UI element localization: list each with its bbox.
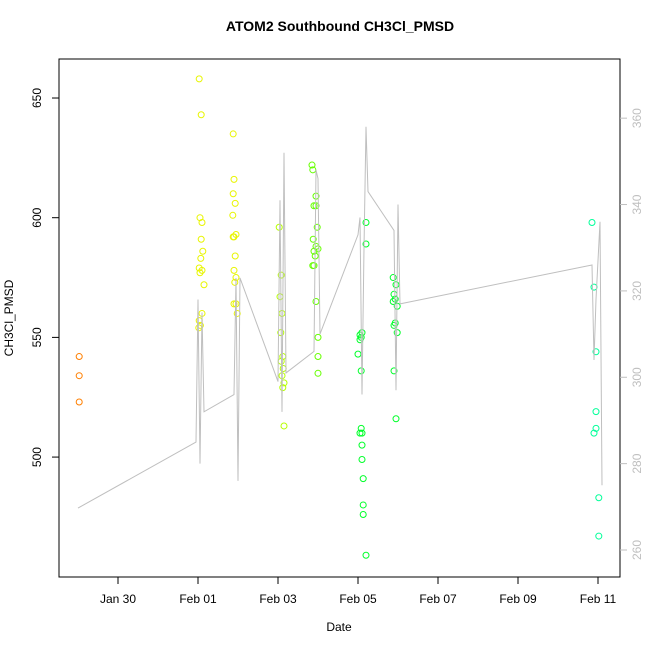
- x-tick-label: Feb 03: [259, 592, 297, 606]
- x-tick-label: Feb 11: [580, 592, 617, 606]
- x-tick-label: Feb 01: [179, 592, 217, 606]
- point: [359, 511, 367, 519]
- point: [359, 501, 367, 509]
- y2-tick-label: 340: [630, 194, 644, 214]
- point: [356, 429, 364, 437]
- point: [197, 254, 205, 262]
- plot-frame: [58, 58, 621, 578]
- point: [362, 551, 370, 559]
- point: [229, 233, 237, 241]
- point: [231, 278, 239, 286]
- y-tick-label: 600: [30, 207, 44, 227]
- point: [75, 372, 83, 380]
- point: [358, 441, 366, 449]
- point: [279, 384, 287, 392]
- point: [389, 297, 397, 305]
- point: [588, 218, 596, 226]
- point: [310, 247, 318, 255]
- point: [392, 415, 400, 423]
- point: [199, 247, 207, 255]
- point: [314, 369, 322, 377]
- x-tick-label: Jan 30: [100, 592, 136, 606]
- y-axis-title: CH3Cl_PMSD: [2, 279, 16, 356]
- point: [357, 424, 365, 432]
- point: [393, 329, 401, 337]
- point: [231, 199, 239, 207]
- point: [357, 367, 365, 375]
- point: [312, 297, 320, 305]
- y2-tick-label: 300: [630, 367, 644, 387]
- x-tick-label: Feb 05: [339, 592, 377, 606]
- x-tick-label: Feb 07: [419, 592, 457, 606]
- point: [362, 240, 370, 248]
- point: [595, 494, 603, 502]
- point: [231, 252, 239, 260]
- point: [198, 218, 206, 226]
- point: [200, 281, 208, 289]
- y2-tick-label: 280: [630, 453, 644, 473]
- point: [590, 429, 598, 437]
- point: [229, 190, 237, 198]
- y2-tick-label: 260: [630, 540, 644, 560]
- point: [313, 223, 321, 231]
- point: [230, 175, 238, 183]
- point: [195, 75, 203, 83]
- point: [314, 353, 322, 361]
- point: [229, 211, 237, 219]
- point: [309, 235, 317, 243]
- point: [592, 348, 600, 356]
- point: [280, 379, 288, 387]
- point: [390, 367, 398, 375]
- y-tick-label: 550: [30, 327, 44, 347]
- point: [196, 269, 204, 277]
- point: [233, 309, 241, 317]
- point: [229, 130, 237, 138]
- point: [392, 281, 400, 289]
- point: [310, 202, 318, 210]
- point: [310, 262, 318, 270]
- y-tick-label: 650: [30, 88, 44, 108]
- point: [358, 455, 366, 463]
- y2-tick-label: 320: [630, 281, 644, 301]
- point: [308, 161, 316, 169]
- chart-title: ATOM2 Southbound CH3Cl_PMSD: [226, 18, 454, 34]
- point: [230, 300, 238, 308]
- line: [77, 126, 603, 509]
- point: [309, 166, 317, 174]
- point: [592, 408, 600, 416]
- point: [230, 266, 238, 274]
- point: [389, 274, 397, 282]
- x-axis-title: Date: [326, 620, 352, 634]
- point: [75, 353, 83, 361]
- point: [362, 218, 370, 226]
- point: [197, 111, 205, 119]
- point: [75, 398, 83, 406]
- point: [358, 429, 366, 437]
- point: [595, 532, 603, 540]
- point: [197, 235, 205, 243]
- point: [280, 422, 288, 430]
- point: [314, 333, 322, 341]
- point: [359, 475, 367, 483]
- point: [276, 293, 284, 301]
- y2-tick-label: 360: [630, 108, 644, 128]
- y-tick-label: 500: [30, 447, 44, 467]
- point: [278, 309, 286, 317]
- point: [354, 350, 362, 358]
- x-tick-label: Feb 09: [499, 592, 537, 606]
